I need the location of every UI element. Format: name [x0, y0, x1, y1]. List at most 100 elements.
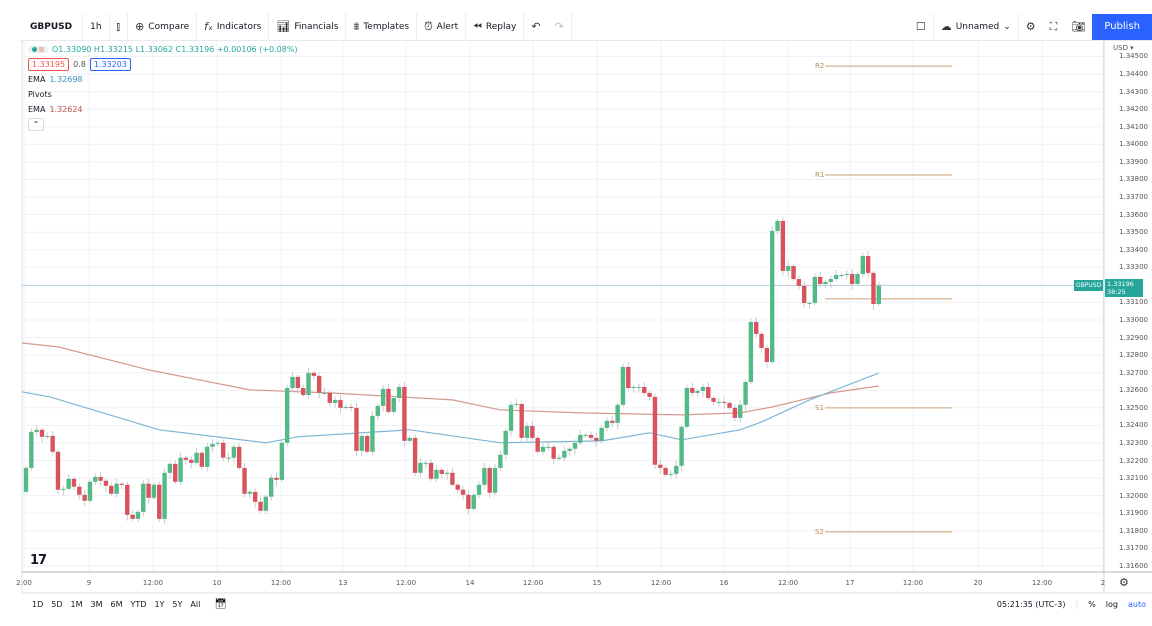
range-5d-button[interactable]: 5D: [51, 599, 63, 609]
price-axis-label: 1.33400: [1119, 245, 1148, 254]
time-axis-label: 9: [86, 579, 92, 587]
redo-button[interactable]: ↷: [548, 13, 572, 40]
right-tools: ☐ ☁︎ Unnamed ⌄ ⚙ ⛶ 📷︎ Publish: [909, 13, 1152, 40]
collapse-legend-button[interactable]: ⌃: [28, 118, 44, 131]
chart-type-button[interactable]: ⫾: [110, 13, 129, 40]
candle-body: [316, 375, 322, 393]
candle-down: [71, 476, 77, 491]
candle-body: [183, 457, 189, 460]
time-axis-label: 12:00: [395, 579, 417, 587]
candle-body: [530, 425, 535, 438]
range-6m-button[interactable]: 6M: [110, 599, 123, 609]
candle-body: [865, 256, 871, 273]
publish-button[interactable]: Publish: [1092, 13, 1152, 40]
price-axis-label: 1.32600: [1119, 386, 1148, 395]
goto-date-button[interactable]: 📅︎: [214, 599, 227, 610]
candle-body: [45, 435, 50, 437]
candle-up: [855, 271, 860, 287]
candle-body: [300, 387, 306, 396]
layout-toggle-button[interactable]: ☐: [909, 13, 934, 40]
candle-down: [796, 275, 802, 290]
candle-body: [764, 347, 770, 362]
range-1m-button[interactable]: 1M: [70, 599, 83, 609]
candle-body: [109, 485, 114, 494]
candle-body: [860, 256, 866, 274]
settings-button[interactable]: ⚙: [1019, 13, 1043, 40]
candle-body: [679, 426, 684, 466]
candle-body: [93, 476, 98, 482]
candle-body: [135, 511, 141, 519]
candle-body: [98, 476, 103, 481]
candle-down: [386, 383, 391, 414]
candle-body: [343, 406, 348, 408]
price-axis-label: 1.33600: [1119, 210, 1148, 219]
percent-toggle[interactable]: %: [1088, 599, 1096, 609]
currency-dropdown[interactable]: USD ▾: [1113, 44, 1134, 52]
market-status-badge[interactable]: [28, 46, 48, 53]
candle-body: [647, 392, 652, 397]
buy-button[interactable]: 1.33203: [89, 58, 131, 71]
candle-up: [738, 399, 743, 423]
templates-icon: ⩩: [353, 19, 360, 33]
tradingview-logo[interactable]: 17: [30, 553, 47, 568]
log-toggle[interactable]: log: [1105, 599, 1118, 609]
candle-down: [732, 404, 738, 422]
range-all-button[interactable]: All: [190, 599, 201, 609]
snapshot-button[interactable]: 📷︎: [1064, 13, 1092, 40]
time-axis-label: 12:00: [902, 579, 924, 587]
candle-up: [87, 479, 93, 503]
compare-button[interactable]: ⊕ Compare: [128, 13, 198, 40]
range-3m-button[interactable]: 3M: [90, 599, 103, 609]
candle-body: [466, 494, 471, 509]
alert-button[interactable]: ⏰︎ Alert: [417, 13, 467, 40]
candle-up: [279, 440, 285, 482]
candle-body: [290, 376, 295, 388]
candle-up: [284, 384, 290, 447]
range-1y-button[interactable]: 1Y: [154, 599, 165, 609]
candle-up: [45, 432, 50, 439]
bid-ask-row: 1.33195 0.8 1.33203: [28, 57, 298, 72]
financials-button[interactable]: 📊︎ Financials: [269, 13, 347, 40]
pivots-legend[interactable]: Pivots: [28, 87, 298, 102]
undo-button[interactable]: ↶: [524, 13, 547, 40]
candle-down: [119, 481, 125, 490]
clock[interactable]: 05:21:35 (UTC-3): [996, 599, 1066, 609]
candle-up: [679, 424, 684, 472]
candle-body: [775, 220, 780, 231]
interval-button[interactable]: 1h: [83, 13, 110, 40]
candle-body: [631, 386, 636, 388]
candle-down: [183, 455, 189, 465]
candle-up: [514, 399, 519, 407]
range-ytd-button[interactable]: YTD: [130, 599, 147, 609]
candle-body: [322, 392, 327, 394]
chevron-down-icon: ⌄: [1003, 21, 1011, 32]
time-axis-label: 10: [212, 579, 222, 587]
ema-slow-legend[interactable]: EMA 1.32624: [28, 102, 298, 117]
candle-down: [316, 372, 322, 399]
candle-body: [556, 457, 562, 459]
indicators-button[interactable]: fₓ Indicators: [197, 13, 270, 40]
candle-body: [487, 467, 492, 493]
templates-button[interactable]: ⩩ Templates: [346, 13, 418, 40]
range-1d-button[interactable]: 1D: [32, 599, 44, 609]
candle-down: [754, 316, 759, 338]
candle-body: [34, 429, 39, 432]
candle-down: [871, 270, 876, 310]
range-5y-button[interactable]: 5Y: [172, 599, 183, 609]
auto-toggle[interactable]: auto: [1127, 599, 1146, 609]
candle-body: [396, 386, 402, 398]
candle-body: [226, 457, 231, 459]
candle-up: [823, 279, 828, 289]
axis-settings-button[interactable]: ⚙: [1119, 576, 1129, 589]
fullscreen-button[interactable]: ⛶: [1043, 13, 1065, 40]
candle-up: [508, 401, 514, 437]
sell-button[interactable]: 1.33195: [28, 58, 70, 71]
layout-name-dropdown[interactable]: ☁︎ Unnamed ⌄: [934, 13, 1019, 40]
symbol-search-button[interactable]: GBPUSD: [20, 13, 84, 40]
replay-button[interactable]: ⏪︎ Replay: [466, 13, 525, 40]
candle-down: [157, 481, 162, 523]
candle-up: [578, 429, 583, 445]
candle-body: [311, 372, 317, 376]
ema-fast-legend[interactable]: EMA 1.32698: [28, 72, 298, 87]
